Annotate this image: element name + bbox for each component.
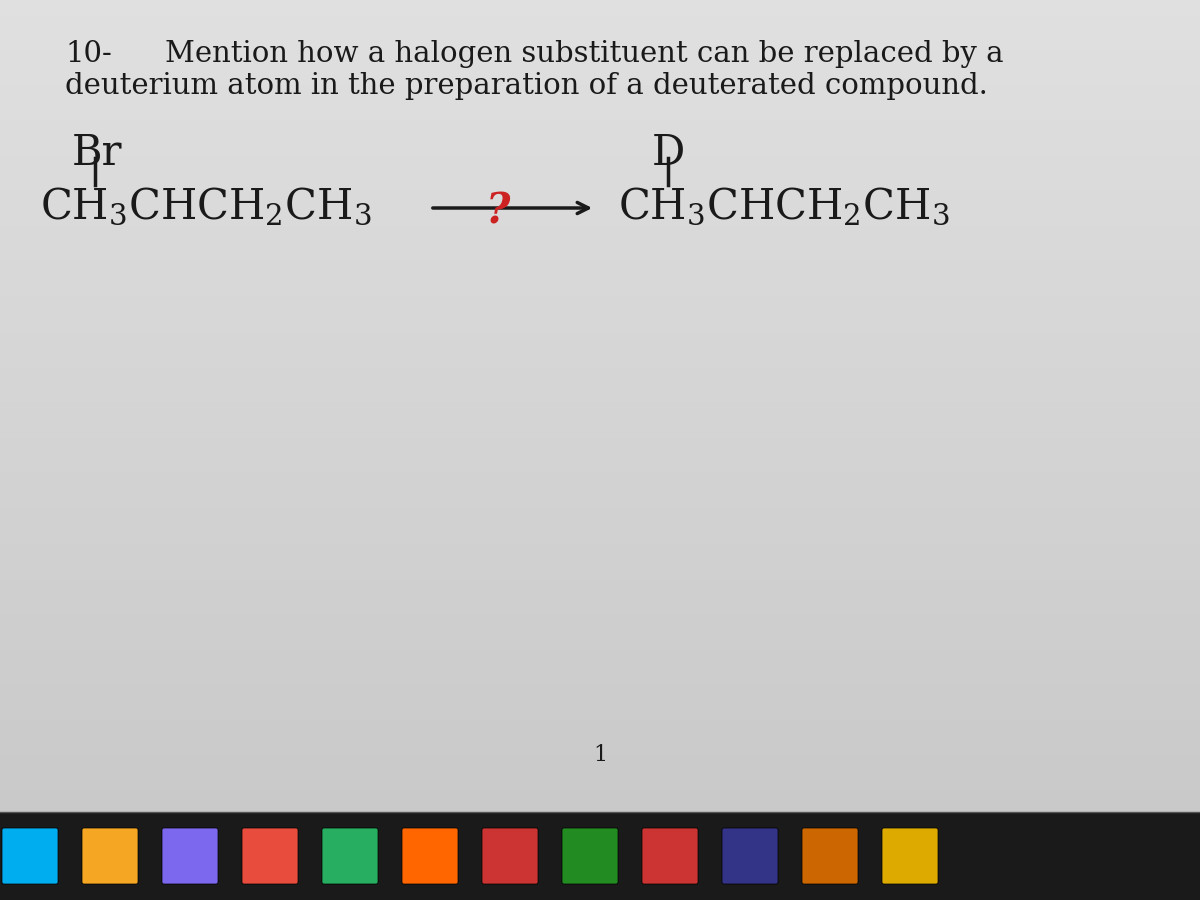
Text: Br: Br xyxy=(72,132,122,174)
Text: ?: ? xyxy=(486,190,510,232)
Text: $\mathregular{CH_3CHCH_2CH_3}$: $\mathregular{CH_3CHCH_2CH_3}$ xyxy=(618,185,949,227)
FancyBboxPatch shape xyxy=(242,828,298,884)
Text: 1: 1 xyxy=(593,744,607,766)
FancyBboxPatch shape xyxy=(562,828,618,884)
FancyBboxPatch shape xyxy=(322,828,378,884)
Text: 10-: 10- xyxy=(65,40,112,68)
Text: Mention how a halogen substituent can be replaced by a: Mention how a halogen substituent can be… xyxy=(166,40,1003,68)
Text: $\mathregular{CH_3CHCH_2CH_3}$: $\mathregular{CH_3CHCH_2CH_3}$ xyxy=(40,185,372,227)
FancyBboxPatch shape xyxy=(162,828,218,884)
FancyBboxPatch shape xyxy=(82,828,138,884)
FancyBboxPatch shape xyxy=(2,828,58,884)
FancyBboxPatch shape xyxy=(882,828,938,884)
FancyBboxPatch shape xyxy=(722,828,778,884)
Bar xyxy=(0,812,1200,900)
FancyBboxPatch shape xyxy=(402,828,458,884)
FancyBboxPatch shape xyxy=(642,828,698,884)
Text: D: D xyxy=(652,132,685,174)
FancyBboxPatch shape xyxy=(482,828,538,884)
FancyBboxPatch shape xyxy=(802,828,858,884)
Text: deuterium atom in the preparation of a deuterated compound.: deuterium atom in the preparation of a d… xyxy=(65,72,988,100)
